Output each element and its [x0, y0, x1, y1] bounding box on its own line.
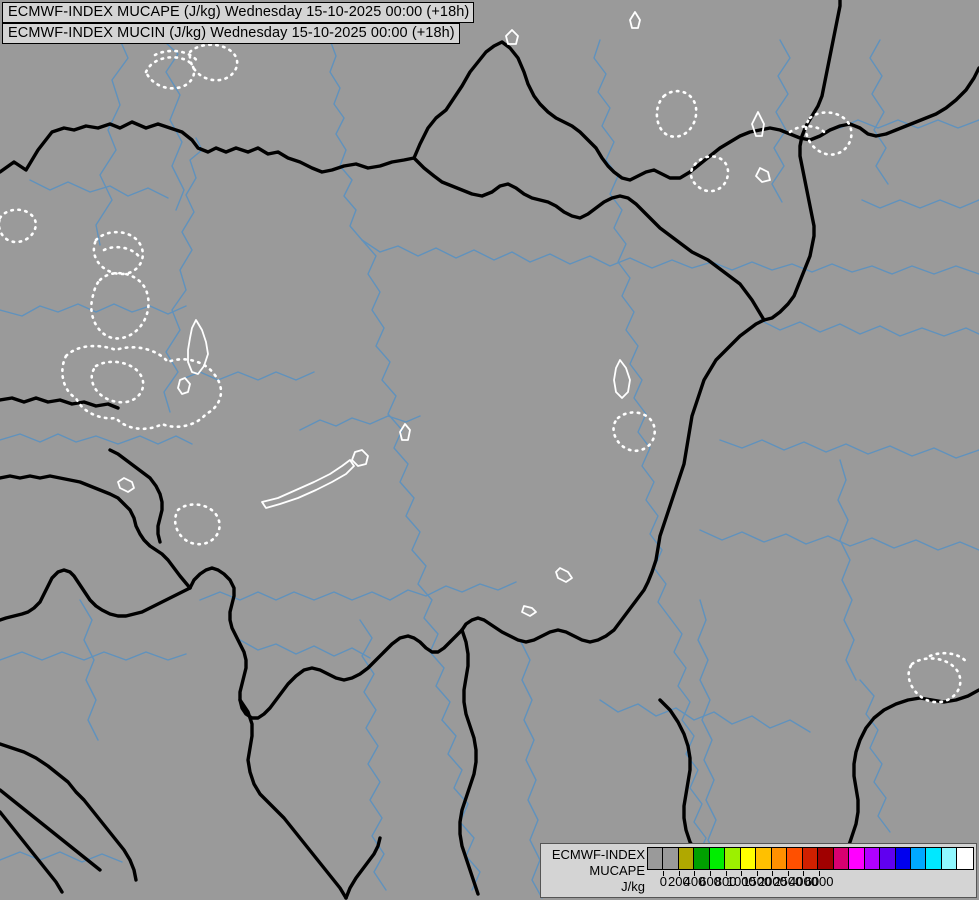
colorbar-tick-mark — [694, 871, 696, 876]
colorbar-swatch — [725, 848, 741, 869]
colorbar-legend: ECMWF-INDEX MUCAPE J/kg 0 200 400 600 800 100… — [540, 843, 977, 898]
colorbar-tick-label: 6000 — [804, 874, 834, 889]
colorbar-swatch — [663, 848, 679, 869]
colorbar-swatches — [647, 847, 974, 870]
colorbar-tick-mark — [663, 871, 665, 876]
colorbar-tick-label: 600 — [699, 874, 721, 889]
mucin-contour-solid-layer — [117, 11, 771, 617]
colorbar-swatch — [787, 848, 803, 869]
colorbar-swatch — [756, 848, 772, 869]
colorbar-tick-mark — [741, 871, 743, 876]
colorbar-tick-label: 400 — [683, 874, 706, 889]
colorbar-tick-label: 2500 — [773, 874, 803, 889]
colorbar-swatch — [833, 848, 850, 869]
colorbar-tick-mark — [756, 871, 758, 876]
colorbar-tick-mark — [787, 871, 789, 876]
colorbar-swatch — [694, 848, 710, 869]
colorbar-tick-label: 4000 — [789, 874, 818, 889]
colorbar-tick-mark — [725, 871, 727, 876]
colorbar-swatch — [740, 848, 757, 869]
rivers-layer — [0, 39, 979, 899]
colorbar-swatch — [709, 848, 726, 869]
colorbar-swatch — [895, 848, 911, 869]
colorbar-tick-mark — [803, 871, 805, 876]
colorbar-swatch — [771, 848, 788, 869]
colorbar-swatch — [849, 848, 865, 869]
colorbar-swatch — [678, 848, 695, 869]
colorbar-tick-label: 1000 — [726, 874, 756, 889]
colorbar-swatch — [957, 848, 973, 869]
colorbar-swatch — [648, 848, 664, 869]
legend-unit-label: J/kg — [621, 879, 645, 894]
mucin-contour-dotted-layer — [0, 43, 970, 704]
colorbar-tick-label: 2000 — [757, 874, 787, 889]
colorbar-tick-label: 1500 — [742, 874, 772, 889]
colorbar-swatch — [941, 848, 958, 869]
legend-caption: ECMWF-INDEX MUCAPE J/kg — [545, 847, 645, 895]
colorbar-swatch — [910, 848, 927, 869]
colorbar-swatch — [864, 848, 881, 869]
colorbar-tick-mark — [710, 871, 712, 876]
colorbar-swatch — [818, 848, 834, 869]
colorbar-tick-label: 200 — [668, 874, 690, 889]
colorbar-swatch — [926, 848, 942, 869]
colorbar-tick-labels: 0 200 400 600 800 1000 1500 2000 2500 4000 6000 — [647, 871, 974, 895]
colorbar-tick-mark — [772, 871, 774, 876]
title-mucape: ECMWF-INDEX MUCAPE (J/kg) Wednesday 15-1… — [2, 2, 475, 23]
colorbar-tick-mark — [678, 871, 680, 876]
colorbar-swatch — [880, 848, 896, 869]
legend-model-label: ECMWF-INDEX — [551, 847, 645, 862]
title-mucin: ECMWF-INDEX MUCIN (J/kg) Wednesday 15-10… — [2, 23, 460, 44]
legend-variable-label: MUCAPE — [589, 863, 645, 878]
colorbar-tick-mark — [819, 871, 821, 876]
colorbar-swatch — [802, 848, 819, 869]
colorbar-tick-label: 800 — [714, 874, 737, 889]
colorbar-tick-label: 0 — [659, 874, 667, 889]
